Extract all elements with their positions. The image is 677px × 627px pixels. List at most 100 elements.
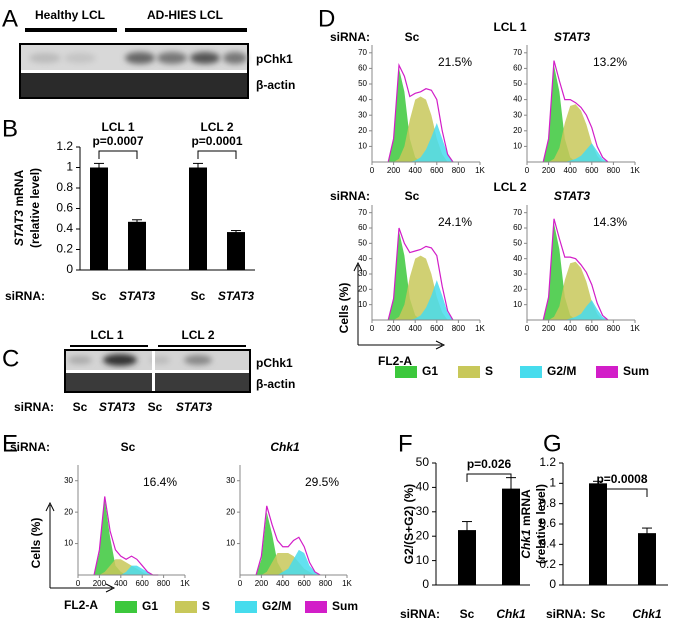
category-label: Chk1 — [632, 607, 662, 621]
legend-swatch — [115, 601, 137, 613]
y-axis-label: Cells (%) — [29, 518, 43, 569]
category-label: STAT3 — [119, 289, 156, 303]
y-tick-label: 1.2 — [539, 455, 556, 469]
sirna-label: siRNA: — [330, 189, 370, 203]
legend-label: Sum — [332, 599, 358, 613]
x-axis-label: FL2-A — [64, 598, 98, 612]
y-tick-label: 1 — [66, 160, 73, 174]
lane-label: Healthy LCL — [35, 8, 105, 22]
x-tick-label: 400 — [409, 166, 423, 175]
legend-label: Sum — [623, 364, 649, 378]
condition-label: STAT3 — [554, 30, 591, 44]
legend-label: S — [202, 599, 210, 613]
y-tick-label: 50 — [358, 79, 367, 88]
x-tick-label: 0 — [76, 579, 81, 588]
x-tick-label: 1K — [342, 579, 352, 588]
sirna-label: siRNA: — [10, 440, 50, 454]
y-axis-label-gene: Chk1 — [519, 529, 533, 559]
phase-area — [388, 123, 453, 162]
error-bar — [462, 521, 472, 540]
x-tick-label: 200 — [93, 579, 107, 588]
percent-label: 24.1% — [438, 215, 472, 229]
error-bar — [642, 527, 652, 539]
group-bar — [158, 345, 246, 347]
y-tick-label: 20 — [358, 284, 367, 293]
legend-swatch — [596, 366, 618, 378]
y-tick-label: 0.4 — [539, 537, 556, 551]
x-tick-label: 600 — [136, 579, 150, 588]
lane-bar — [125, 28, 247, 32]
x-tick-label: 400 — [409, 324, 423, 333]
y-tick-label: 20 — [64, 507, 73, 516]
y-tick-label: 70 — [358, 208, 367, 217]
category-label: Sc — [591, 607, 606, 621]
x-tick-label: 0 — [525, 324, 530, 333]
y-tick-label: 30 — [358, 269, 367, 278]
x-tick-label: 0 — [370, 166, 375, 175]
y-tick-label: 40 — [358, 254, 367, 263]
error-bar — [593, 480, 603, 486]
lane-label: Sc — [73, 400, 88, 414]
y-tick-label: 70 — [513, 48, 522, 57]
x-tick-label: 1K — [475, 324, 485, 333]
y-tick-label: 1 — [549, 476, 556, 490]
y-tick-label: 0.6 — [56, 201, 73, 215]
percent-label: 21.5% — [438, 55, 472, 69]
x-tick-label: 0 — [525, 166, 530, 175]
lane-label: Sc — [148, 400, 163, 414]
y-tick-label: 0.6 — [539, 516, 556, 530]
error-bar — [132, 219, 142, 225]
percent-label: 14.3% — [593, 215, 627, 229]
y-tick-label: 0.2 — [539, 557, 556, 571]
y-tick-label: 0.8 — [56, 180, 73, 194]
y-tick-label: 30 — [64, 476, 73, 485]
sum-line — [255, 505, 321, 576]
lane-label: AD-HIES LCL — [147, 8, 223, 22]
x-tick-label: 1K — [180, 579, 190, 588]
y-tick-label: 40 — [513, 95, 522, 104]
band-label: β-actin — [256, 78, 295, 92]
y-tick-label: 0 — [422, 577, 429, 591]
group-label: LCL 1 — [101, 120, 134, 134]
y-tick-label: 10 — [358, 142, 367, 151]
x-tick-label: 600 — [430, 166, 444, 175]
sum-line — [93, 496, 159, 576]
x-tick-label: 200 — [255, 579, 269, 588]
y-tick-label: 40 — [513, 254, 522, 263]
bar — [90, 167, 108, 270]
y-axis-label: G2/(S+G2) (%) — [402, 484, 416, 564]
percent-label: 29.5% — [305, 475, 339, 489]
y-axis-label-gene: STAT3 — [12, 210, 26, 247]
bar — [502, 488, 520, 585]
condition-label: Sc — [405, 30, 420, 44]
y-tick-label: 0.4 — [56, 221, 73, 235]
group-bar — [70, 345, 148, 347]
legend-label: G2/M — [262, 599, 291, 613]
phase-area — [388, 231, 453, 320]
x-tick-label: 0 — [238, 579, 243, 588]
category-label: Sc — [460, 607, 475, 621]
y-tick-label: 70 — [358, 48, 367, 57]
x-tick-label: 600 — [430, 324, 444, 333]
legend-label: G1 — [422, 364, 438, 378]
bar — [638, 533, 656, 585]
lane-label: STAT3 — [176, 400, 213, 414]
y-tick-label: 60 — [358, 223, 367, 232]
phase-area — [388, 280, 453, 320]
sirna-label: siRNA: — [546, 607, 586, 621]
sum-line — [387, 63, 454, 163]
x-tick-label: 200 — [542, 324, 556, 333]
category-label: Sc — [92, 289, 107, 303]
percent-label: 13.2% — [593, 55, 627, 69]
category-label: Sc — [191, 289, 206, 303]
phase-area — [94, 499, 159, 575]
legend-swatch — [395, 366, 417, 378]
phase-area — [256, 549, 321, 575]
bracket — [597, 488, 648, 497]
band-label: pChk1 — [256, 52, 293, 66]
y-tick-label: 0.2 — [56, 242, 73, 256]
axis-arrows — [45, 261, 446, 593]
sirna-label: siRNA: — [400, 607, 440, 621]
lane-label: STAT3 — [99, 400, 136, 414]
y-axis-label-text: G2/(S+G2) (%) — [402, 484, 416, 564]
